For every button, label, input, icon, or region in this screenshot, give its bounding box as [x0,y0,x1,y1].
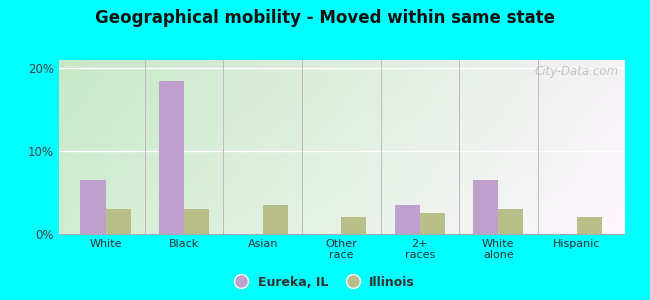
Text: Geographical mobility - Moved within same state: Geographical mobility - Moved within sam… [95,9,555,27]
Bar [577,218,602,234]
Bar [81,180,105,234]
Legend: Eureka, IL, Illinois: Eureka, IL, Illinois [230,271,420,294]
Bar [420,213,445,234]
Bar [184,209,209,234]
Bar [341,218,367,234]
Bar [473,180,499,234]
Bar [263,205,288,234]
Bar [395,205,420,234]
Bar [159,81,184,234]
Bar [499,209,523,234]
Text: City-Data.com: City-Data.com [534,65,618,78]
Bar [105,209,131,234]
